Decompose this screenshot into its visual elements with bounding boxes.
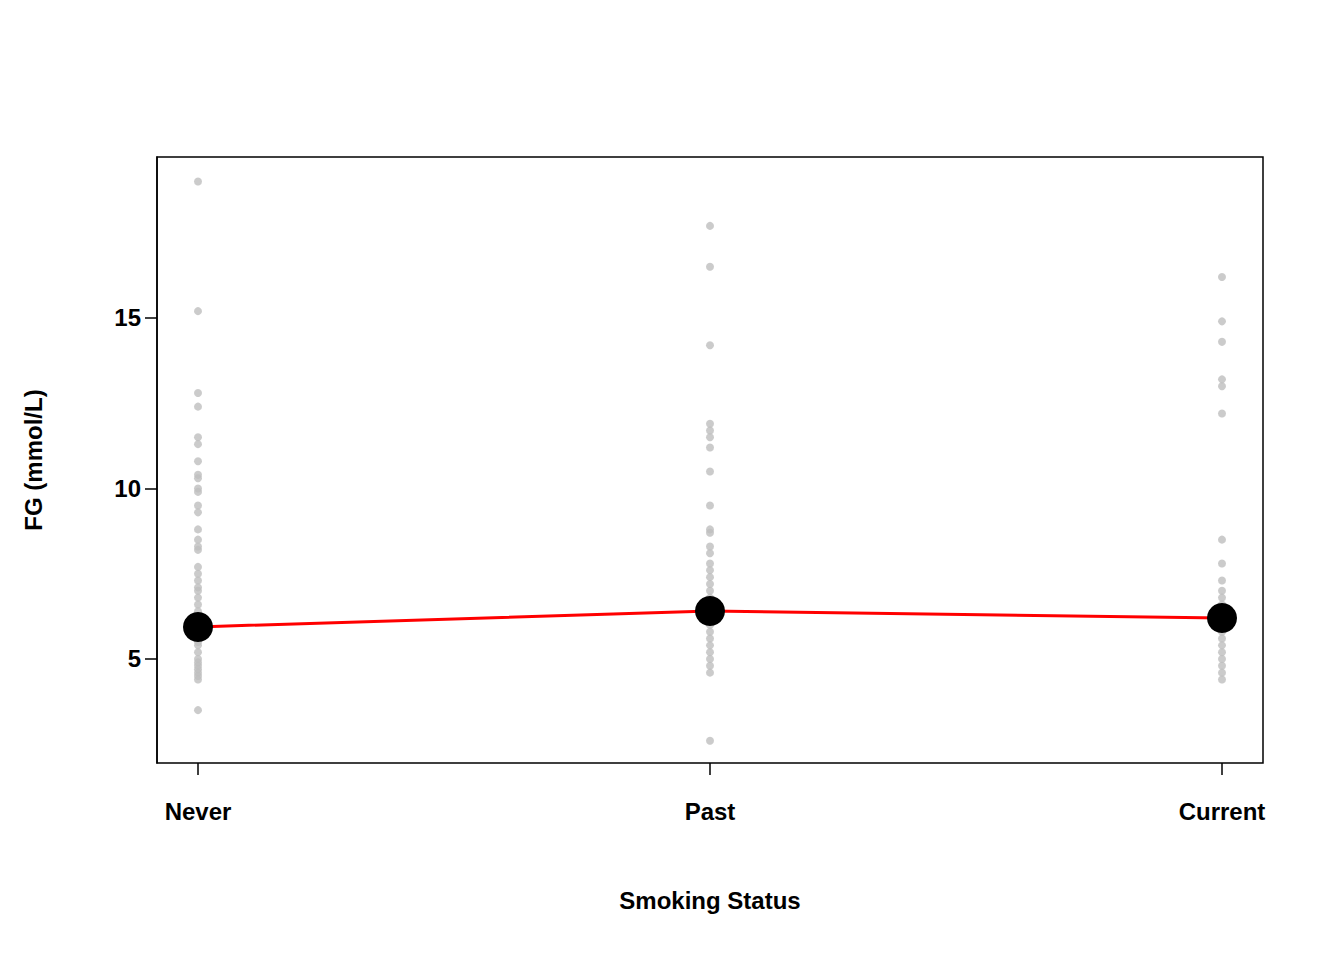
svg-text:Never: Never (165, 798, 232, 825)
svg-text:Smoking Status: Smoking Status (619, 887, 800, 914)
svg-text:10: 10 (114, 475, 141, 502)
svg-text:5: 5 (128, 645, 141, 672)
svg-text:FG (mmol/L): FG (mmol/L) (20, 389, 47, 530)
svg-text:Current: Current (1179, 798, 1266, 825)
svg-text:15: 15 (114, 304, 141, 331)
svg-text:Past: Past (685, 798, 736, 825)
